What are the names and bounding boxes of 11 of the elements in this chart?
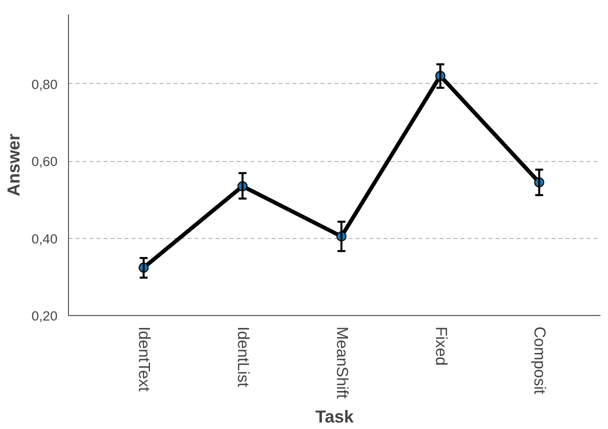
y-tick-label: 0,80 (32, 76, 58, 92)
x-tick-label: MeanShift (332, 326, 350, 400)
x-axis-title: Task (315, 406, 354, 427)
x-tick-label: IdentList (234, 326, 252, 388)
x-tick-label: IdentText (135, 326, 152, 392)
x-tick-label: Fixed (432, 326, 449, 366)
x-tick-label: Composit (530, 326, 548, 395)
y-tick-label: 0,40 (32, 231, 58, 246)
y-axis-title: Answer (4, 133, 24, 196)
y-tick-label: 0,20 (32, 308, 58, 324)
y-tick-label: 0,60 (32, 154, 58, 170)
